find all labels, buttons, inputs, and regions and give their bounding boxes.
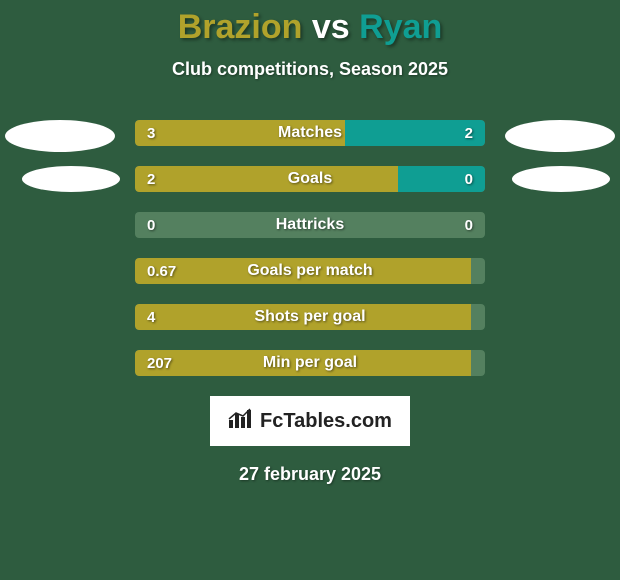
stat-value-right: 0 — [465, 212, 473, 238]
player-badge-left — [5, 120, 115, 152]
stat-value-right: 0 — [465, 166, 473, 192]
stat-rows: Matches32Goals20Hattricks00Goals per mat… — [135, 120, 485, 376]
stats-chart: Matches32Goals20Hattricks00Goals per mat… — [0, 120, 620, 376]
comparison-title: Brazion vs Ryan — [0, 0, 620, 47]
stat-value-left: 3 — [147, 120, 155, 146]
subtitle: Club competitions, Season 2025 — [0, 59, 620, 80]
stat-label: Goals — [135, 166, 485, 192]
player-right-name: Ryan — [359, 8, 442, 46]
stat-value-left: 2 — [147, 166, 155, 192]
stat-label: Hattricks — [135, 212, 485, 238]
player-badge-right — [512, 166, 610, 192]
stat-row: Matches3 2 — [135, 120, 485, 146]
stat-row: Shots per goal4 — [135, 304, 485, 330]
stat-label: Min per goal — [135, 350, 485, 376]
player-badge-right — [505, 120, 615, 152]
stat-row: Goals per match0.67 — [135, 258, 485, 284]
stat-row: Hattricks0 0 — [135, 212, 485, 238]
stat-value-left: 0 — [147, 212, 155, 238]
stat-value-left: 0.67 — [147, 258, 176, 284]
bar-chart-icon — [228, 408, 254, 435]
stat-row: Goals2 0 — [135, 166, 485, 192]
stat-value-right: 2 — [465, 120, 473, 146]
logo-text: FcTables.com — [260, 410, 392, 433]
stat-value-left: 4 — [147, 304, 155, 330]
snapshot-date: 27 february 2025 — [0, 464, 620, 485]
player-left-name: Brazion — [178, 8, 303, 46]
player-badge-left — [22, 166, 120, 192]
vs-label: vs — [312, 8, 350, 46]
stat-label: Matches — [135, 120, 485, 146]
stat-label: Shots per goal — [135, 304, 485, 330]
stat-value-left: 207 — [147, 350, 172, 376]
fctables-logo: FcTables.com — [210, 396, 410, 446]
stat-label: Goals per match — [135, 258, 485, 284]
stat-row: Min per goal207 — [135, 350, 485, 376]
